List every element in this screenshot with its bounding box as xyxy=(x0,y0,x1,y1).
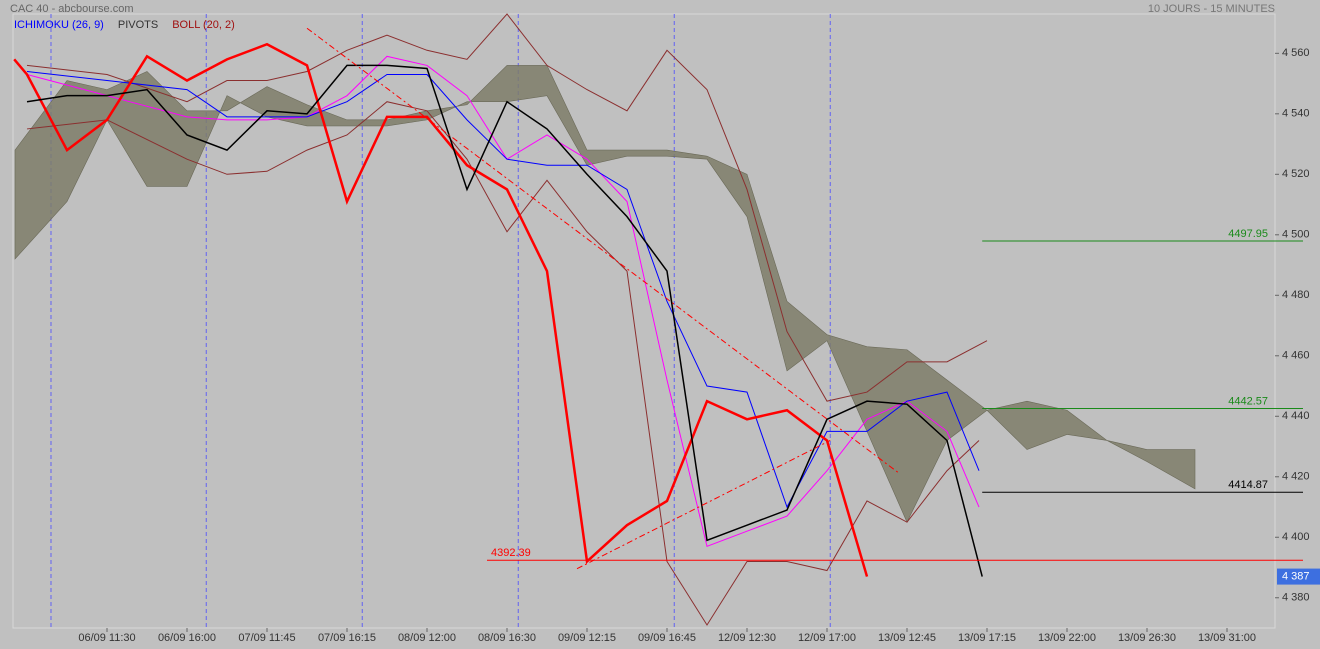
pivot-label: 4414.87 xyxy=(1228,479,1268,491)
x-tick-label: 06/09 11:30 xyxy=(78,632,135,644)
x-tick-label: 09/09 12:15 xyxy=(558,632,616,644)
last-price-badge xyxy=(1277,568,1320,585)
y-tick-label: 4 380 xyxy=(1282,592,1310,604)
plot-frame xyxy=(12,13,1276,629)
series-line xyxy=(13,42,869,577)
y-tick-label: 4 400 xyxy=(1282,531,1310,543)
y-tick-label: 4 500 xyxy=(1282,229,1310,241)
x-tick-label: 13/09 17:15 xyxy=(958,632,1016,644)
x-tick-label: 08/09 12:00 xyxy=(398,632,456,644)
y-tick-label: 4 480 xyxy=(1282,289,1310,301)
series-line xyxy=(26,64,983,577)
y-tick-label: 4 520 xyxy=(1282,168,1310,180)
x-tick-label: 13/09 26:30 xyxy=(1118,632,1176,644)
series-line xyxy=(26,55,980,548)
series-line xyxy=(26,13,988,402)
x-tick-label: 13/09 31:00 xyxy=(1198,632,1256,644)
x-tick-label: 07/09 11:45 xyxy=(238,632,295,644)
x-tick-label: 09/09 16:45 xyxy=(638,632,696,644)
x-tick-label: 13/09 12:45 xyxy=(878,632,936,644)
last-price-label: 4 387 xyxy=(1282,570,1310,582)
y-tick-label: 4 540 xyxy=(1282,108,1310,120)
legend-entry: BOLL (20, 2) xyxy=(172,19,235,31)
y-tick-label: 4 440 xyxy=(1282,410,1310,422)
pivot-label: 4392.39 xyxy=(491,547,531,559)
trendline xyxy=(576,440,831,570)
y-tick-label: 4 420 xyxy=(1282,471,1310,483)
x-tick-label: 08/09 16:30 xyxy=(478,632,536,644)
pivot-label: 4442.57 xyxy=(1228,395,1268,407)
trendline xyxy=(306,27,901,475)
chart-title: CAC 40 - abcbourse.com xyxy=(10,3,134,15)
y-tick-label: 4 560 xyxy=(1282,47,1310,59)
series-line xyxy=(26,101,980,626)
pivot-label: 4497.95 xyxy=(1228,228,1268,240)
y-tick-label: 4 460 xyxy=(1282,350,1310,362)
series-line xyxy=(26,70,980,509)
x-tick-label: 13/09 22:00 xyxy=(1038,632,1096,644)
x-tick-label: 06/09 16:00 xyxy=(158,632,216,644)
x-tick-label: 12/09 17:00 xyxy=(798,632,856,644)
x-tick-label: 07/09 16:15 xyxy=(318,632,376,644)
chart-subtitle: 10 JOURS - 15 MINUTES xyxy=(1148,3,1275,15)
x-tick-label: 12/09 12:30 xyxy=(718,632,776,644)
legend-entry: PIVOTS xyxy=(118,19,158,31)
legend-entry: ICHIMOKU (26, 9) xyxy=(14,19,104,31)
